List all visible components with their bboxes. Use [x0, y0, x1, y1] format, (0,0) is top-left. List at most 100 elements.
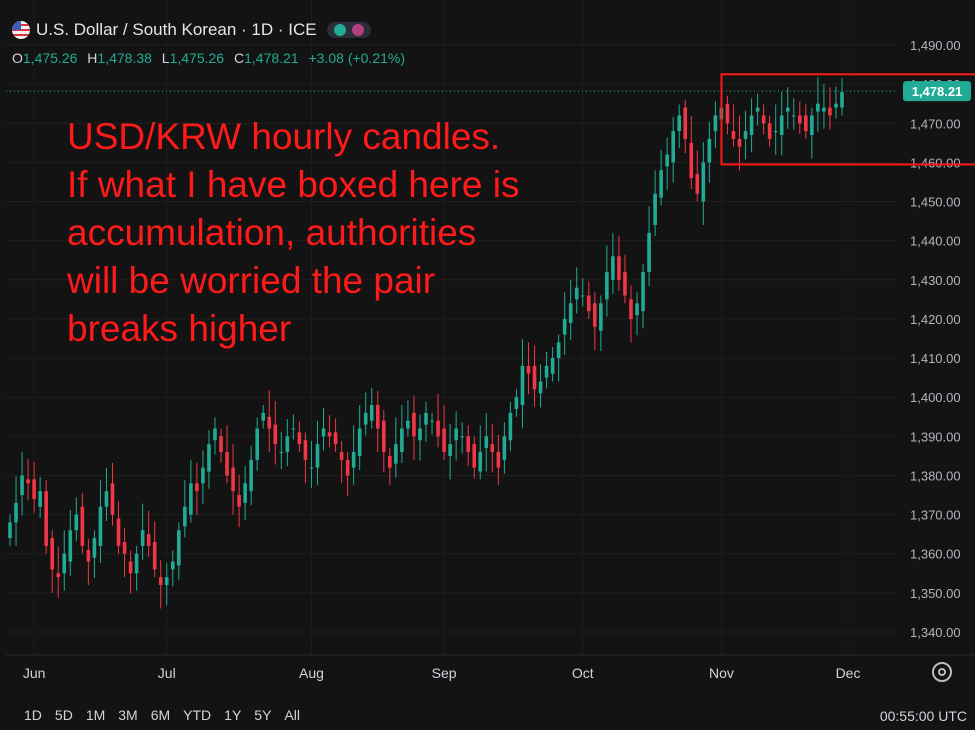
- candle: [779, 91, 784, 156]
- candle: [394, 417, 398, 478]
- candle: [767, 115, 772, 147]
- candle: [466, 425, 471, 467]
- range-button-ytd[interactable]: YTD: [183, 707, 212, 723]
- candle-body: [635, 303, 639, 316]
- candle-body: [713, 115, 718, 132]
- candle: [68, 509, 73, 576]
- candle-body: [749, 115, 754, 136]
- candle-body: [406, 420, 410, 429]
- candle-body: [725, 103, 730, 124]
- candle: [44, 480, 48, 554]
- candle: [189, 459, 193, 523]
- range-button-1m[interactable]: 1M: [85, 707, 106, 723]
- candle-body: [599, 303, 603, 331]
- candle-body: [442, 428, 446, 452]
- candle: [327, 415, 332, 448]
- candle-body: [556, 342, 561, 359]
- candle: [659, 149, 663, 206]
- range-button-1d[interactable]: 1D: [24, 707, 42, 723]
- candle: [677, 104, 682, 149]
- candle-body: [44, 491, 48, 546]
- candle: [623, 254, 627, 304]
- candle-body: [122, 541, 127, 554]
- candle: [731, 104, 736, 147]
- candle-body: [20, 475, 24, 496]
- candle-body: [363, 412, 368, 425]
- candle-body: [110, 483, 115, 515]
- candle: [761, 104, 766, 135]
- low-label: L: [161, 50, 170, 66]
- candle-body: [339, 451, 344, 460]
- candle: [56, 546, 61, 598]
- low-value: 1,475.26: [169, 50, 225, 66]
- candle-body: [665, 154, 669, 167]
- symbol-title[interactable]: U.S. Dollar / South Korean · 1D · ICE: [36, 20, 317, 39]
- candle: [381, 409, 386, 473]
- candle: [412, 395, 416, 460]
- candle: [213, 417, 217, 455]
- candle-body: [677, 115, 682, 132]
- candle-body: [237, 495, 241, 507]
- candle-body: [731, 131, 736, 139]
- last-price-label: 1,478.21: [912, 84, 963, 99]
- candle-body: [50, 538, 55, 570]
- range-button-6m[interactable]: 6M: [150, 707, 171, 723]
- candle: [345, 451, 350, 496]
- candle-body: [743, 131, 748, 139]
- candle: [556, 334, 561, 382]
- candle: [110, 462, 115, 526]
- candle: [586, 281, 591, 319]
- candle-body: [400, 428, 404, 452]
- candle: [195, 462, 199, 515]
- candle-body: [816, 103, 820, 112]
- candle: [333, 418, 338, 452]
- clock-readout[interactable]: 00:55:00 UTC: [879, 708, 967, 724]
- candle: [611, 232, 615, 294]
- candle: [828, 87, 832, 130]
- candle-body: [508, 412, 513, 441]
- settings-gear-icon[interactable]: [932, 662, 952, 682]
- candle: [26, 459, 30, 501]
- candle: [351, 425, 356, 485]
- annotation-line: If what I have boxed here is: [67, 164, 520, 205]
- candle-body: [249, 459, 253, 492]
- y-tick-label: 1,430.00: [910, 273, 961, 288]
- candle-body: [164, 577, 169, 586]
- candle-body: [755, 107, 760, 112]
- candle-body: [303, 440, 308, 460]
- range-button-3m[interactable]: 3M: [118, 707, 138, 723]
- candle: [219, 428, 223, 463]
- candle-body: [327, 432, 332, 437]
- candle: [701, 142, 706, 226]
- candle-body: [436, 420, 440, 437]
- range-button-5d[interactable]: 5D: [54, 707, 73, 723]
- candle: [92, 530, 97, 578]
- candle: [532, 345, 537, 407]
- range-button-all[interactable]: All: [284, 707, 300, 723]
- y-tick-label: 1,470.00: [910, 116, 961, 131]
- candle: [249, 445, 253, 506]
- candle: [267, 390, 272, 452]
- y-tick-label: 1,380.00: [910, 468, 961, 483]
- candle: [418, 414, 422, 461]
- range-button-1y[interactable]: 1Y: [224, 707, 242, 723]
- candle: [74, 497, 79, 542]
- candle-body: [810, 115, 814, 136]
- candle-body: [478, 451, 483, 472]
- candle-body: [279, 451, 284, 453]
- y-tick-label: 1,350.00: [910, 586, 961, 601]
- y-tick-label: 1,420.00: [910, 312, 961, 327]
- candle-body: [695, 174, 700, 194]
- candle-body: [779, 115, 784, 136]
- candle-body: [840, 91, 844, 108]
- candle: [508, 401, 513, 452]
- status-indicators[interactable]: [326, 22, 371, 38]
- candle: [140, 503, 145, 560]
- candle-body: [472, 444, 477, 468]
- range-button-5y[interactable]: 5Y: [254, 707, 272, 723]
- candle-body: [170, 561, 175, 570]
- candle: [430, 412, 434, 435]
- candle-body: [623, 271, 627, 296]
- candle: [128, 550, 133, 594]
